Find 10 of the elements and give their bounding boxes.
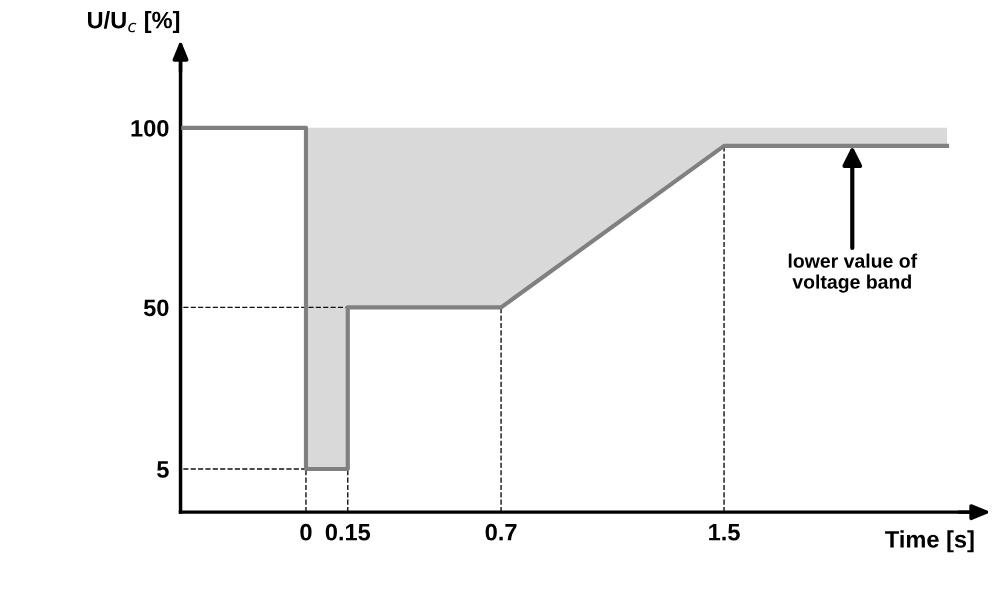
y-tick-label: 5 <box>157 461 169 478</box>
x-tick-label: 0.7 <box>485 523 517 541</box>
x-axis-title: Time [s] <box>885 530 974 553</box>
x-tick-label: 0.15 <box>325 523 371 541</box>
y-axis-title: U/U$_{c}$ [%] <box>87 11 180 34</box>
x-tick-label: 1.5 <box>709 524 740 541</box>
y-tick-label: 100 <box>131 119 169 137</box>
x-tick-label: 0 <box>300 523 312 541</box>
y-tick-label: 50 <box>143 299 169 317</box>
annotation: lower value of voltage band <box>788 253 918 293</box>
